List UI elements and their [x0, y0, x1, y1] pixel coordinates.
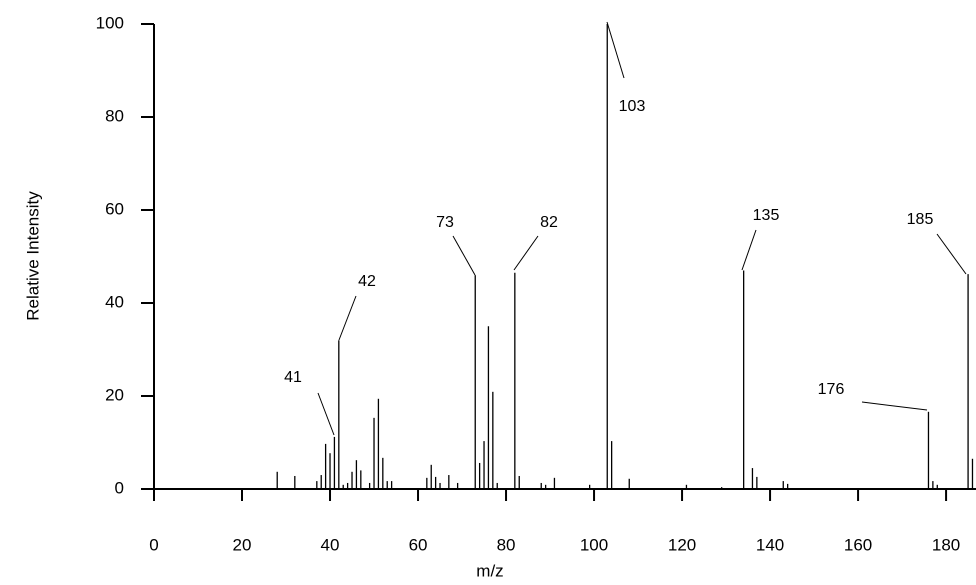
annotation-leader — [741, 229, 757, 271]
x-tick-label: 180 — [932, 535, 960, 554]
x-tick-label: 140 — [756, 535, 784, 554]
x-tick-label: 80 — [497, 535, 516, 554]
x-tick-label: 20 — [233, 535, 252, 554]
y-tick-label: 60 — [105, 199, 124, 218]
annotation: 73 — [436, 214, 454, 231]
annotation-leader — [513, 235, 539, 271]
annotation: 103 — [619, 98, 646, 115]
x-tick-label: 120 — [668, 535, 696, 554]
annotation-leader — [452, 235, 476, 276]
y-tick-label: 100 — [96, 13, 124, 32]
annotation: 135 — [753, 207, 780, 224]
x-tick-label: 60 — [409, 535, 428, 554]
annotation-leader — [936, 233, 967, 275]
annotation-leader — [861, 401, 928, 411]
annotation-leader — [317, 392, 335, 436]
annotation: 82 — [540, 214, 558, 231]
y-axis-label: Relative Intensity — [23, 191, 42, 321]
annotation: 41 — [284, 369, 302, 386]
x-tick-label: 0 — [149, 535, 158, 554]
y-tick-label: 80 — [105, 106, 124, 125]
x-axis-label: m/z — [476, 561, 503, 580]
y-tick-label: 0 — [115, 478, 124, 497]
annotation: 185 — [907, 211, 934, 228]
x-tick-label: 100 — [580, 535, 608, 554]
annotation: 42 — [358, 273, 376, 290]
annotation-leader — [338, 295, 357, 341]
y-tick-label: 20 — [105, 385, 124, 404]
x-tick-label: 40 — [321, 535, 340, 554]
annotation: 176 — [818, 381, 845, 398]
annotation-leader — [606, 21, 625, 79]
x-tick-label: 160 — [844, 535, 872, 554]
y-tick-label: 40 — [105, 292, 124, 311]
